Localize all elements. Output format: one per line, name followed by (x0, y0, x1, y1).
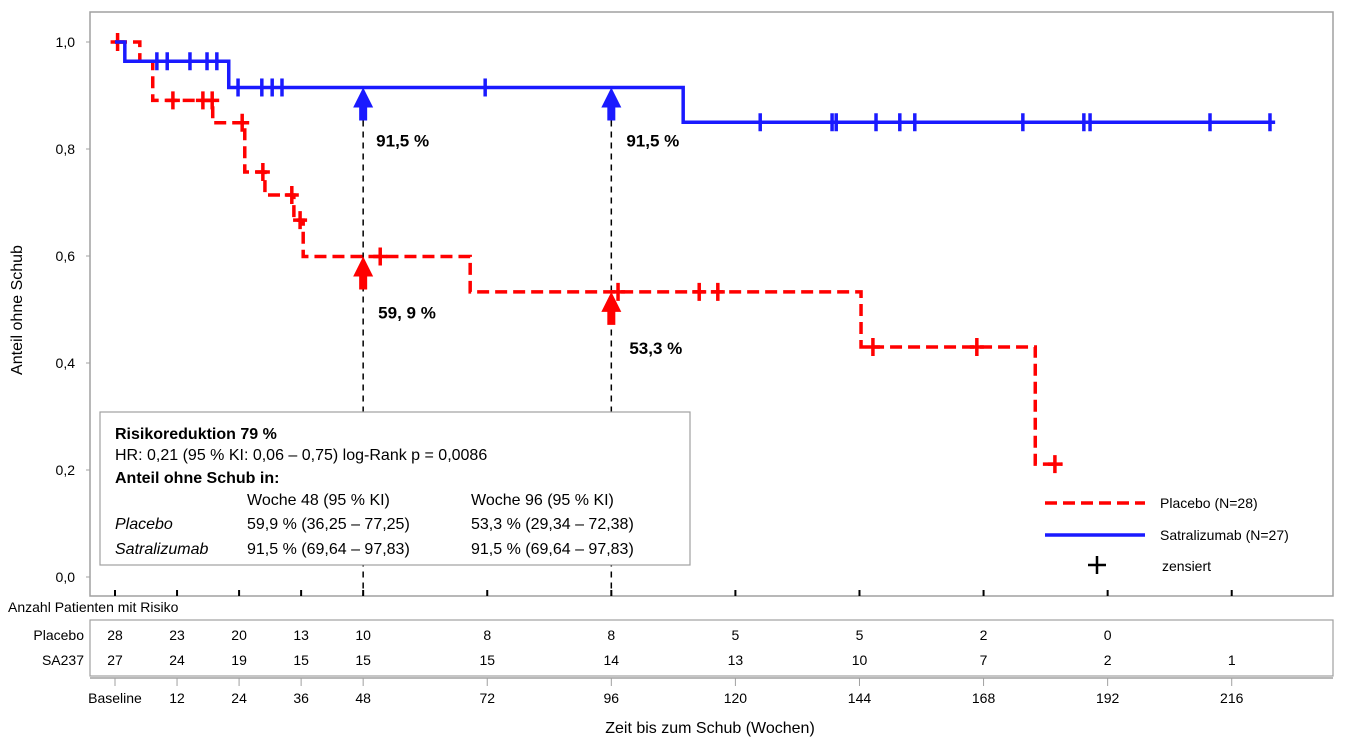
risk-count: 20 (231, 627, 247, 643)
annotation-label: 59, 9 % (378, 304, 436, 323)
risk-count: 15 (293, 652, 309, 668)
censor-mark (205, 91, 220, 110)
censor-mark (710, 282, 725, 301)
risk-count: 15 (479, 652, 495, 668)
y-tick-label: 0,2 (56, 462, 76, 478)
censor-mark (865, 337, 880, 356)
censor-mark (692, 282, 707, 301)
x-tick-label: 96 (604, 690, 620, 706)
censor-mark (165, 91, 180, 110)
x-tick-label: 12 (169, 690, 185, 706)
risk-table-values: 28 23 20 13 10 8 8 5 5 2 027 24 19 15 15 15 14 13 10 7 2 1 (107, 627, 1236, 668)
annotation-label: 53,3 % (629, 339, 682, 358)
risk-count: 27 (107, 652, 123, 668)
y-tick-label: 0,4 (56, 355, 76, 371)
survival-curves (110, 33, 1276, 474)
risk-count: 2 (980, 627, 988, 643)
info-hr: HR: 0,21 (95 % KI: 0,06 – 0,75) log-Rank… (115, 447, 487, 464)
info-box: Risikoreduktion 79 % HR: 0,21 (95 % KI: … (99, 411, 691, 566)
legend: Placebo (N=28) Satralizumab (N=27) zensi… (1045, 495, 1289, 574)
y-tick-label: 1,0 (56, 34, 76, 50)
x-tick-label: Baseline (88, 690, 142, 706)
legend-satralizumab-label: Satralizumab (N=27) (1160, 527, 1289, 543)
info-subtitle: Anteil ohne Schub in: (115, 470, 279, 487)
y-tick-label: 0,0 (56, 569, 76, 585)
risk-count: 19 (231, 652, 247, 668)
info-row-name: Placebo (115, 516, 173, 533)
arrow-up-icon (353, 256, 374, 290)
censor-plus-icon (1088, 556, 1106, 574)
y-tick-label: 0,8 (56, 141, 76, 157)
risk-count: 24 (169, 652, 185, 668)
risk-count: 8 (607, 627, 615, 643)
info-row-w96: 91,5 % (69,64 – 97,83) (471, 541, 634, 558)
risk-count: 2 (1104, 652, 1112, 668)
censor-mark (373, 247, 388, 266)
x-axis-ticks: Baseline 12 24 36 48 72 96 120 144 168 192 216 (88, 590, 1244, 706)
risk-count: 8 (483, 627, 491, 643)
censor-mark (1047, 455, 1062, 474)
risk-table-title: Anzahl Patienten mit Risiko (8, 599, 179, 615)
info-col-96: Woche 96 (95 % KI) (471, 492, 614, 509)
risk-count: 0 (1104, 627, 1112, 643)
x-tick-label: 48 (355, 690, 371, 706)
risk-count: 28 (107, 627, 123, 643)
censor-mark (235, 113, 250, 132)
risk-count: 10 (355, 627, 371, 643)
x-tick-label: 144 (848, 690, 872, 706)
x-tick-label: 120 (724, 690, 748, 706)
info-row-w48: 91,5 % (69,64 – 97,83) (247, 541, 410, 558)
risk-count: 1 (1228, 652, 1236, 668)
censor-mark (611, 282, 626, 301)
risk-count: 13 (728, 652, 744, 668)
y-axis-label: Anteil ohne Schub (9, 245, 26, 375)
survival-curve-placebo (115, 40, 1063, 466)
info-title: Risikoreduktion 79 % (115, 426, 277, 443)
info-col-48: Woche 48 (95 % KI) (247, 492, 390, 509)
annotation-label: 91,5 % (626, 131, 679, 150)
risk-row-label: Placebo (33, 627, 84, 643)
censor-mark (255, 163, 270, 182)
arrow-up-icon (353, 87, 374, 121)
risk-count: 15 (355, 652, 371, 668)
info-row-w48: 59,9 % (36,25 – 77,25) (247, 516, 410, 533)
x-tick-label: 216 (1220, 690, 1244, 706)
risk-count: 10 (852, 652, 868, 668)
x-tick-label: 168 (972, 690, 996, 706)
risk-count: 23 (169, 627, 185, 643)
risk-count: 14 (604, 652, 620, 668)
legend-censored-label: zensiert (1162, 558, 1211, 574)
info-row-name: Satralizumab (115, 541, 208, 558)
risk-count: 5 (732, 627, 740, 643)
censor-mark (284, 186, 299, 205)
x-tick-label: 36 (293, 690, 309, 706)
legend-placebo-label: Placebo (N=28) (1160, 495, 1258, 511)
censor-mark (293, 211, 308, 230)
survival-curve-satralizumab (115, 40, 1276, 124)
risk-row-label: SA237 (42, 652, 84, 668)
info-row-w96: 53,3 % (29,34 – 72,38) (471, 516, 634, 533)
arrow-up-icon (601, 291, 622, 325)
annotation-label: 91,5 % (376, 131, 429, 150)
x-tick-label: 192 (1096, 690, 1120, 706)
x-tick-label: 24 (231, 690, 247, 706)
risk-count: 13 (293, 627, 309, 643)
risk-count: 5 (856, 627, 864, 643)
censor-mark (969, 337, 984, 356)
risk-table-frame (89, 619, 1334, 677)
x-tick-label: 72 (479, 690, 495, 706)
x-axis-label: Zeit bis zum Schub (Wochen) (605, 720, 815, 737)
risk-count: 7 (980, 652, 988, 668)
annotations: 91,5 % 59, 9 % 91,5 % 53,3 % (353, 87, 682, 358)
arrow-up-icon (601, 87, 622, 121)
y-tick-label: 0,6 (56, 248, 76, 264)
y-axis-ticks: 0,0 0,2 0,4 0,6 0,8 1,0 (56, 34, 90, 585)
